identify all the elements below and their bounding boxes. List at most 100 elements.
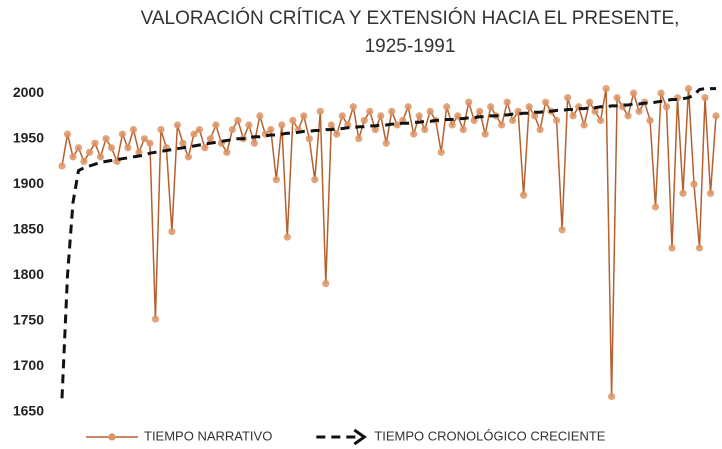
point — [421, 125, 429, 134]
chart-title: VALORACIÓN CRÍTICA Y EXTENSIÓN HACIA EL … — [141, 7, 680, 29]
y-tick-label: 1800 — [13, 266, 44, 282]
point — [267, 125, 275, 134]
point — [520, 191, 528, 199]
legend-label: TIEMPO CRONOLÓGICO CRECIENTE — [374, 428, 605, 443]
point — [481, 130, 489, 138]
point — [245, 121, 253, 129]
point — [58, 162, 66, 170]
point — [558, 226, 566, 234]
point — [195, 125, 203, 134]
point — [201, 144, 209, 152]
point — [371, 125, 379, 134]
point — [553, 116, 561, 125]
point — [695, 244, 704, 252]
legend-item: TIEMPO NARRATIVO — [86, 428, 272, 443]
point — [228, 125, 236, 134]
point — [234, 116, 242, 125]
point — [454, 112, 462, 120]
point — [646, 116, 654, 125]
point — [283, 233, 291, 241]
point — [564, 94, 572, 102]
point — [465, 98, 473, 106]
point — [140, 135, 149, 143]
y-tick-label: 1750 — [13, 312, 44, 328]
point — [278, 121, 286, 129]
point — [124, 144, 132, 152]
point — [333, 130, 341, 138]
point — [96, 153, 105, 161]
y-tick-label: 1700 — [13, 357, 44, 373]
point — [684, 84, 693, 93]
point — [179, 139, 187, 147]
point — [85, 148, 94, 156]
point — [448, 121, 456, 129]
legend-label: TIEMPO NARRATIVO — [144, 428, 272, 443]
point — [135, 148, 143, 156]
series-line — [61, 88, 717, 397]
point — [569, 112, 577, 120]
point — [107, 144, 116, 152]
point — [404, 103, 412, 111]
point — [366, 107, 374, 115]
legend-item: TIEMPO CRONOLÓGICO CRECIENTE — [316, 428, 606, 446]
point — [657, 89, 665, 97]
point — [311, 176, 319, 184]
y-tick-label: 1850 — [13, 220, 44, 236]
legend-arrow — [353, 428, 367, 446]
point — [635, 107, 643, 115]
point — [69, 153, 77, 161]
point — [580, 121, 588, 129]
point — [410, 130, 418, 138]
point — [503, 98, 511, 106]
point — [382, 139, 390, 147]
point — [602, 84, 610, 93]
point — [476, 107, 484, 115]
point — [613, 94, 621, 102]
point — [74, 144, 83, 152]
legend-marker — [108, 433, 116, 441]
point — [316, 107, 324, 115]
point — [459, 125, 467, 134]
point — [151, 315, 160, 323]
point — [426, 107, 434, 115]
y-tick-label: 1900 — [13, 175, 44, 191]
point — [415, 112, 423, 120]
point — [706, 189, 715, 197]
point — [327, 121, 335, 129]
point — [531, 112, 539, 120]
point — [322, 279, 330, 288]
point — [338, 112, 346, 120]
point — [206, 135, 214, 143]
point — [377, 112, 385, 120]
point — [146, 139, 154, 147]
point — [349, 103, 357, 111]
point — [168, 228, 176, 236]
chart-title: 1925-1991 — [365, 36, 456, 57]
point — [607, 392, 616, 401]
point — [91, 139, 99, 147]
point — [509, 116, 517, 125]
point — [289, 116, 297, 125]
y-tick-label: 1950 — [13, 129, 44, 145]
point — [102, 135, 110, 143]
point — [690, 180, 698, 188]
point — [360, 116, 368, 125]
point — [223, 148, 231, 156]
point — [651, 203, 660, 211]
point — [190, 130, 198, 138]
point — [388, 107, 396, 115]
point — [525, 103, 533, 111]
point — [542, 98, 550, 106]
point — [624, 112, 632, 120]
point — [80, 157, 88, 166]
point — [536, 125, 544, 134]
point — [393, 121, 401, 129]
point — [272, 176, 280, 184]
point — [437, 148, 445, 156]
point — [184, 153, 193, 161]
point — [157, 125, 165, 134]
y-tick-label: 1650 — [13, 403, 44, 419]
point — [629, 89, 638, 97]
point — [212, 121, 220, 129]
